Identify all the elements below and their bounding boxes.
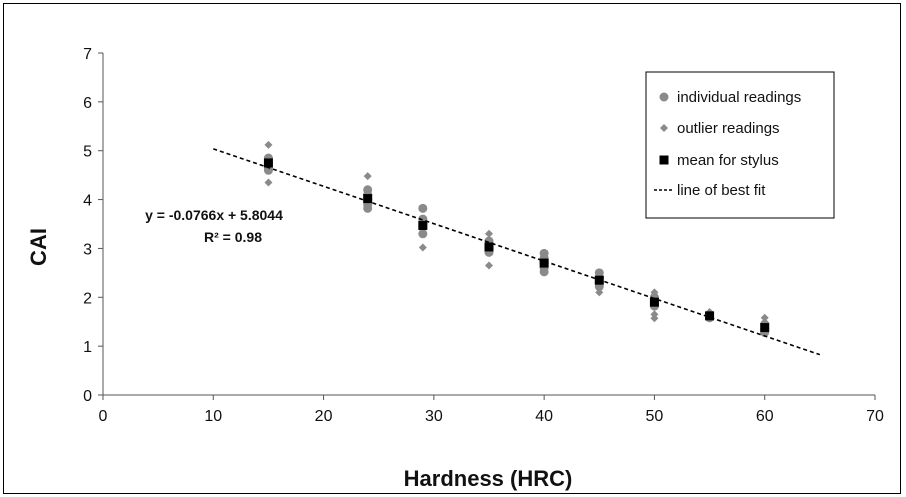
y-tick-label: 6 bbox=[83, 95, 92, 112]
x-tick-label: 30 bbox=[425, 408, 443, 425]
x-tick-label: 40 bbox=[535, 408, 553, 425]
outlier-reading-point bbox=[418, 243, 427, 252]
y-tick-label: 0 bbox=[83, 388, 92, 405]
stylus-mean-point bbox=[760, 323, 770, 333]
outlier-reading-point bbox=[650, 288, 659, 297]
y-tick-label: 4 bbox=[83, 193, 92, 210]
stylus-mean-point bbox=[263, 158, 273, 168]
legend-items: individual readings outlier readings mean … bbox=[654, 89, 801, 199]
outlier-reading-point bbox=[363, 172, 372, 181]
outlier-reading-point bbox=[760, 313, 769, 322]
y-tick-label: 5 bbox=[83, 144, 92, 161]
y-tick-label: 1 bbox=[83, 339, 92, 356]
y-tick-label: 3 bbox=[83, 241, 92, 258]
stylus-mean-point bbox=[649, 297, 659, 307]
outlier-reading-point bbox=[264, 178, 273, 187]
fit-line-layer bbox=[213, 148, 821, 356]
outlier-reading-point bbox=[595, 288, 604, 297]
legend-label: line of best fit bbox=[677, 182, 766, 199]
x-tick-label: 10 bbox=[204, 408, 222, 425]
tick-layer: 0 10 20 30 40 50 60 70 0 1 2 3 4 5 6 7 bbox=[83, 46, 884, 425]
x-tick-label: 50 bbox=[646, 408, 664, 425]
individual-reading-point bbox=[363, 203, 373, 213]
individual-reading-point bbox=[539, 267, 549, 277]
fit-equation: y = -0.0766x + 5.8044 bbox=[145, 207, 283, 223]
x-tick-label: 60 bbox=[756, 408, 774, 425]
stylus-mean-point bbox=[418, 220, 428, 230]
outlier-reading-point bbox=[485, 261, 493, 270]
y-axis-title: CAI bbox=[26, 228, 51, 266]
individual-reading-point bbox=[418, 203, 428, 213]
stylus-mean-point bbox=[363, 194, 373, 204]
individual-reading-point bbox=[263, 165, 273, 175]
outlier-reading-point bbox=[264, 140, 273, 149]
stylus-mean-point bbox=[484, 242, 494, 252]
x-tick-label: 20 bbox=[315, 408, 333, 425]
legend-swatch-diamond bbox=[660, 124, 668, 132]
r-squared-label: R² = 0.98 bbox=[204, 229, 262, 245]
legend-swatch-square bbox=[659, 155, 669, 165]
outlier-reading-point bbox=[485, 229, 493, 238]
stylus-mean-point bbox=[705, 311, 715, 321]
y-tick-label: 2 bbox=[83, 290, 92, 307]
legend-swatch-circle bbox=[659, 92, 669, 102]
legend-label: mean for stylus bbox=[677, 152, 779, 169]
legend: individual readings outlier readings mean … bbox=[645, 71, 835, 219]
legend-label: outlier readings bbox=[677, 120, 780, 137]
points-layer bbox=[213, 140, 821, 356]
x-axis-title: Hardness (HRC) bbox=[404, 466, 573, 491]
legend-label: individual readings bbox=[677, 89, 801, 106]
x-tick-label: 70 bbox=[866, 408, 884, 425]
outlier-reading-point bbox=[650, 314, 659, 323]
y-tick-label: 7 bbox=[83, 46, 92, 63]
axes bbox=[102, 53, 875, 396]
stylus-mean-point bbox=[539, 258, 549, 268]
individual-reading-point bbox=[418, 229, 428, 239]
x-tick-label: 0 bbox=[99, 408, 108, 425]
legend-box bbox=[645, 71, 835, 219]
best-fit-line bbox=[213, 148, 821, 356]
